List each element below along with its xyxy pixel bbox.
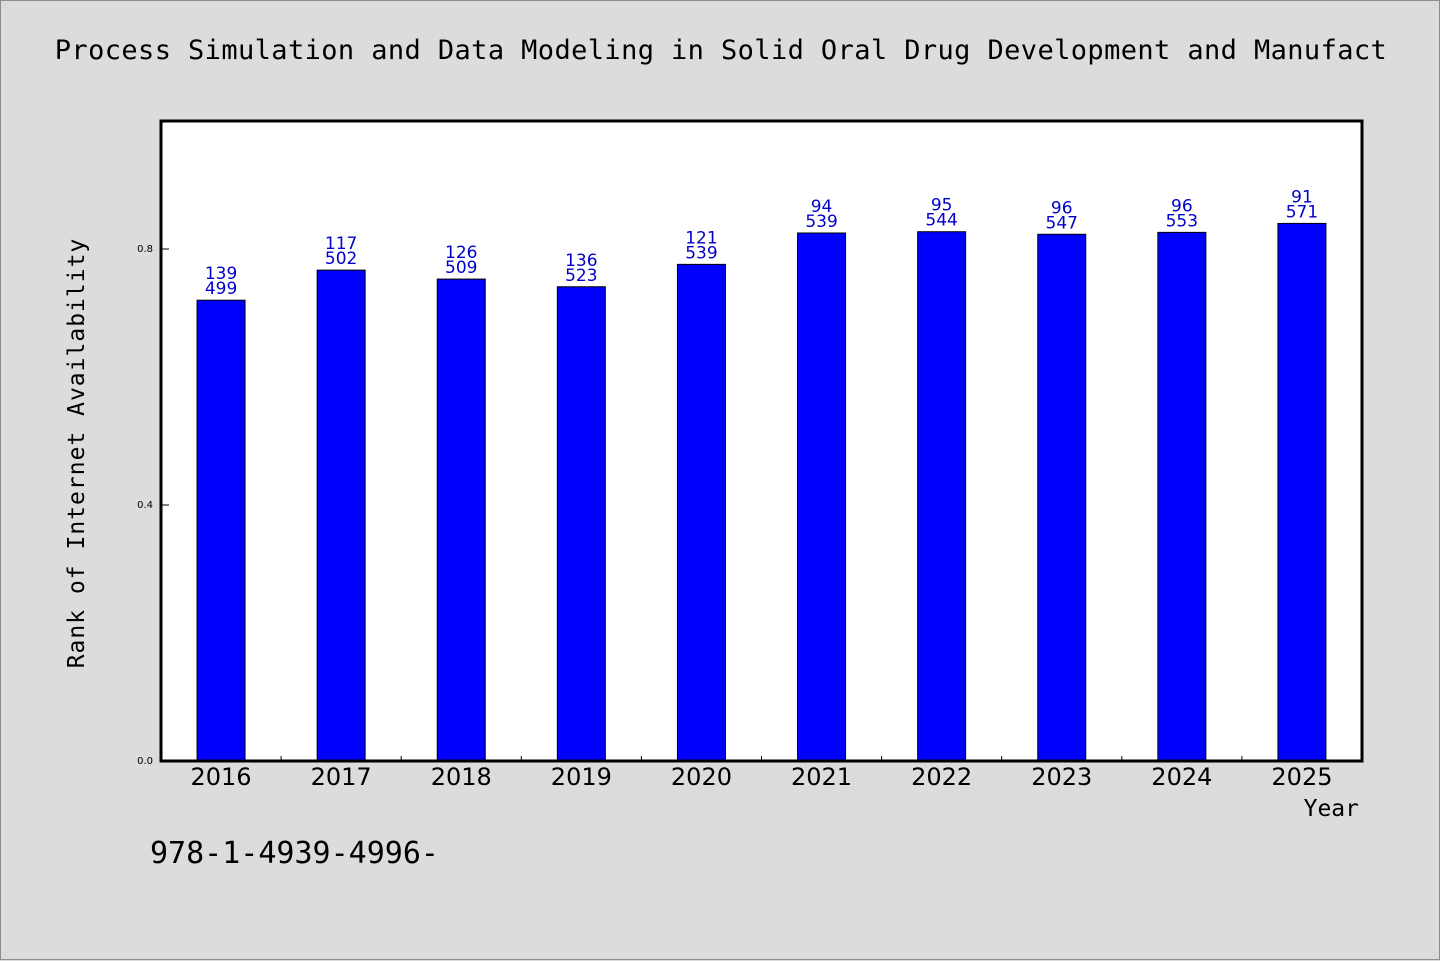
- bar-label: 91: [1291, 187, 1313, 207]
- bar-label: 571: [1286, 202, 1318, 222]
- bar-label: 547: [1046, 213, 1078, 233]
- bar: [196, 299, 246, 762]
- x-tick-label: 2018: [431, 763, 492, 791]
- bar: [1277, 222, 1327, 762]
- x-tick-label: 2019: [551, 763, 612, 791]
- bar-label: 117: [325, 234, 357, 254]
- x-axis-label: Year: [1303, 796, 1359, 822]
- x-tick-label: 2017: [311, 763, 372, 791]
- bar-label: 502: [325, 249, 357, 269]
- bar-label: 544: [925, 211, 957, 231]
- bar-label: 96: [1051, 198, 1073, 218]
- x-tick-label: 2020: [671, 763, 732, 791]
- bar: [676, 263, 726, 762]
- bar-label: 139: [205, 264, 237, 284]
- x-tick-label: 2022: [911, 763, 972, 791]
- bar-label: 523: [565, 266, 597, 286]
- bar: [1037, 233, 1087, 762]
- bar-label: 539: [685, 243, 717, 263]
- bar-label: 126: [445, 243, 477, 263]
- bar-label: 121: [685, 228, 717, 248]
- x-tick-label: 2024: [1151, 763, 1212, 791]
- bar: [436, 278, 486, 762]
- bar-label: 96: [1171, 196, 1193, 216]
- bar: [556, 286, 606, 762]
- y-tick-label: 0.0: [137, 756, 153, 767]
- bar: [917, 231, 967, 762]
- x-tick-label: 2021: [791, 763, 852, 791]
- x-tick-label: 2016: [191, 763, 252, 791]
- bar-label: 509: [445, 258, 477, 278]
- bar-label: 539: [805, 212, 837, 232]
- bar: [1157, 231, 1207, 762]
- x-tick-label: 2023: [1031, 763, 1092, 791]
- bar-label: 136: [565, 251, 597, 271]
- x-tick-label: 2025: [1271, 763, 1332, 791]
- bar: [316, 269, 366, 762]
- footer-text: 978-1-4939-4996-: [150, 836, 439, 871]
- bar-label: 94: [811, 197, 833, 217]
- bar-label: 499: [205, 279, 237, 299]
- bar-label: 95: [931, 196, 953, 216]
- bar-label: 553: [1166, 211, 1198, 231]
- y-tick-label: 0.8: [137, 244, 153, 255]
- chart-title: Process Simulation and Data Modeling in …: [54, 35, 1388, 66]
- y-tick-label: 0.4: [137, 500, 153, 511]
- bar: [797, 232, 847, 762]
- plot-border: [159, 119, 1364, 763]
